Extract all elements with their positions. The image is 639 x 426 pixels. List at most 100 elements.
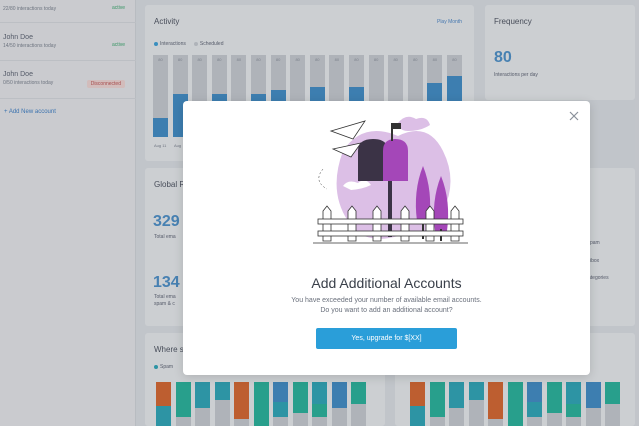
bar-segment (468, 382, 484, 400)
bar-segment (234, 419, 249, 426)
bar-segment (331, 408, 347, 426)
stacked-bar (429, 382, 445, 426)
activity-bar: 80 (153, 55, 168, 137)
frequency-value: 80 (494, 49, 512, 66)
status-badge: Disconnected (86, 80, 125, 88)
bar-value-label: 80 (452, 57, 457, 62)
bar-segment (507, 382, 523, 426)
status-badge: active (111, 42, 125, 48)
bar-value-label: 80 (256, 57, 261, 62)
axis-label: Aug 11 (154, 143, 167, 148)
bar-segment (331, 382, 347, 409)
chart-legend: Spam (154, 364, 173, 370)
add-account-link[interactable]: + Add New account (4, 109, 56, 115)
bar-segment (605, 382, 620, 404)
stacked-bar (156, 382, 171, 426)
bar-value-label: 80 (275, 57, 281, 62)
upgrade-button[interactable]: Yes, upgrade for $[XX] (316, 328, 457, 349)
bar-segment (410, 382, 425, 407)
period-link[interactable]: Play Month (436, 19, 462, 25)
card-title: Activity (154, 17, 180, 26)
legend-item: Scheduled (193, 41, 224, 47)
upgrade-modal: Add Additional Accounts You have exceede… (183, 101, 590, 375)
bar-segment (566, 417, 581, 426)
stacked-bar (585, 382, 601, 426)
stacked-bar (253, 382, 269, 426)
bar-value-label: 80 (177, 57, 183, 62)
stacked-bar (351, 382, 366, 426)
legend-item: Interactions (154, 41, 186, 47)
total-emails-label: Total ema (154, 234, 176, 240)
bar-segment (195, 382, 210, 409)
close-icon[interactable] (568, 109, 580, 121)
bar-segment (253, 382, 269, 426)
stacked-bar (546, 382, 562, 426)
bar-segment (312, 382, 327, 404)
stacked-bar (488, 382, 503, 426)
bar-value-label: 80 (373, 57, 379, 62)
bar-segment (566, 404, 581, 418)
frequency-card: Frequency 80 Interactions per day (485, 5, 635, 100)
bar-value-label: 80 (217, 57, 222, 62)
bar-segment (449, 408, 464, 426)
bar-value-label: 80 (158, 57, 163, 62)
bar-segment (566, 382, 581, 404)
bar-segment (429, 382, 445, 418)
bar-segment (195, 408, 210, 426)
bar-segment (605, 404, 620, 426)
bar-segment (292, 412, 308, 426)
bar-segment (175, 417, 191, 426)
bar-segment (488, 382, 503, 420)
axis-label: Aug (174, 143, 182, 148)
bar-segment (488, 419, 503, 426)
bar-segment (156, 382, 171, 407)
stacked-bar (292, 382, 308, 426)
bar-segment (449, 382, 464, 409)
modal-description-line: Do you want to add an additional account… (320, 307, 453, 314)
bar-segment (546, 412, 562, 426)
list-item: pam (590, 240, 600, 246)
account-interactions: 22/80 interactions today (3, 6, 57, 12)
account-name: John Doe (3, 34, 33, 41)
bar-segment (214, 399, 230, 426)
stacked-bar (195, 382, 210, 426)
total-emails-value: 329 (153, 213, 180, 230)
modal-title: Add Additional Accounts (311, 275, 462, 291)
card-title: Global R (154, 180, 186, 189)
bar-value-label: 80 (236, 57, 242, 62)
legend-item: Spam (154, 364, 173, 370)
where-bar-chart (156, 382, 376, 426)
stacked-bar (234, 382, 249, 426)
bar-segment (585, 408, 601, 426)
stacked-bar (566, 382, 581, 426)
bar-segment (351, 404, 366, 426)
account-item[interactable]: John Doe 14/50 interactions today active (3, 34, 131, 49)
stacked-bar (527, 382, 542, 426)
stacked-bar (410, 382, 425, 426)
account-item[interactable]: 22/80 interactions today active (3, 4, 131, 12)
where-bar-chart-2 (410, 382, 630, 426)
chart-legend: Interactions Scheduled (154, 41, 224, 47)
account-interactions: 14/50 interactions today (3, 43, 57, 49)
status-badge: active (111, 5, 125, 11)
stacked-bar (312, 382, 327, 426)
spam-label: Total ema (154, 294, 176, 300)
list-item: ategories (588, 275, 609, 281)
spam-value: 134 (153, 274, 180, 291)
bar-segment (351, 382, 366, 404)
bar-value-label: 80 (432, 57, 438, 62)
card-title: Frequency (494, 17, 532, 26)
bar-value-label: 80 (354, 57, 359, 62)
accounts-sidebar: 22/80 interactions today active John Doe… (0, 0, 136, 426)
divider (0, 22, 136, 23)
bar-segment (273, 417, 288, 426)
bar-segment (585, 382, 601, 409)
stacked-bar (507, 382, 523, 426)
account-interactions: 0/50 interactions today (3, 80, 54, 86)
divider (0, 60, 136, 61)
bar-value-label: 80 (197, 57, 202, 62)
account-item[interactable]: John Doe 0/50 interactions today Disconn… (3, 71, 131, 88)
stacked-bar (273, 382, 288, 426)
bar-segment (410, 406, 425, 426)
bar-value-label: 80 (295, 57, 300, 62)
